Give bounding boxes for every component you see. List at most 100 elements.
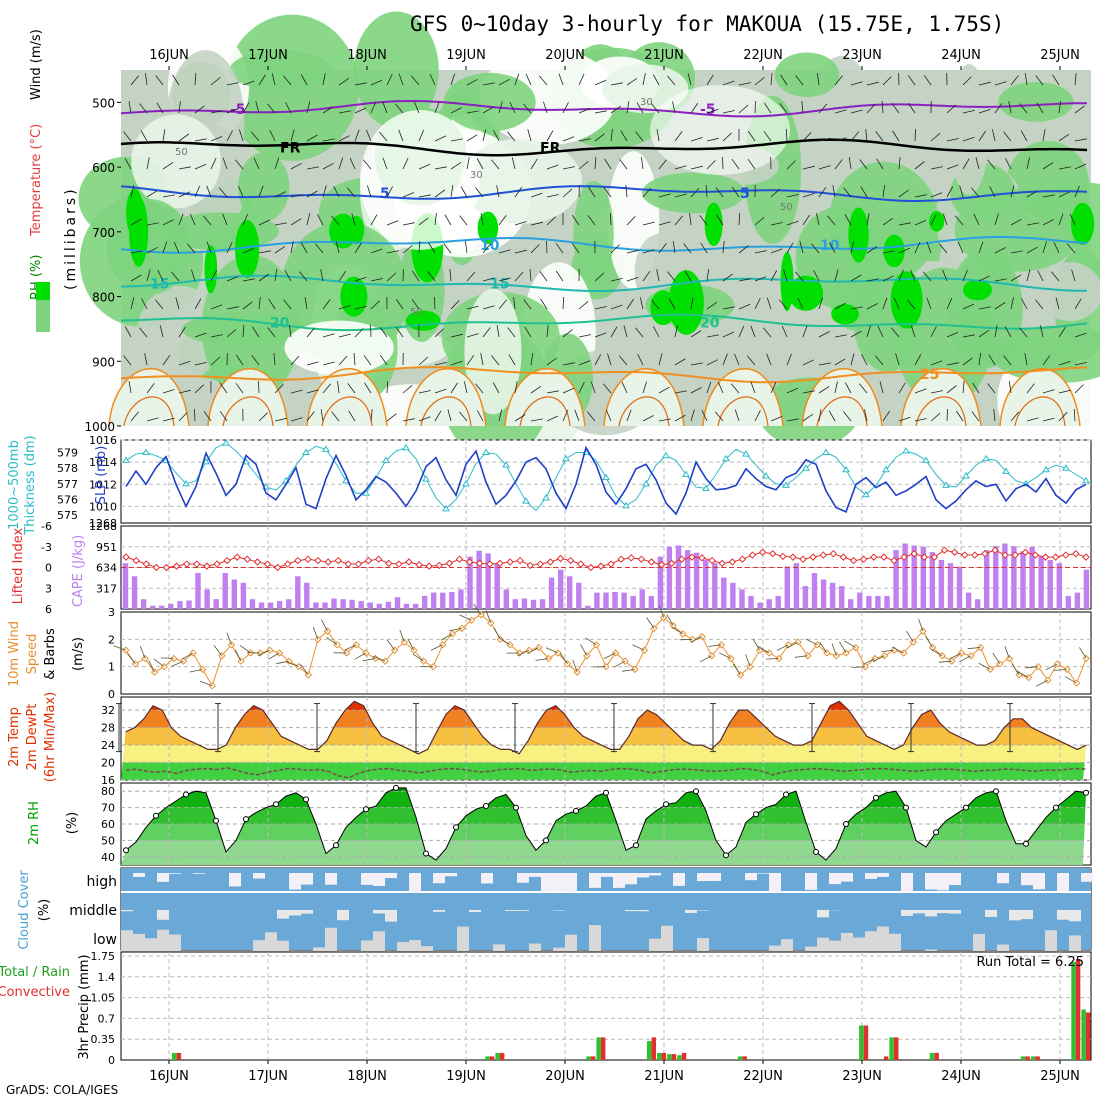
bottom-date-label: 22JUN <box>743 1069 783 1084</box>
cloud-high-gap <box>1081 873 1093 882</box>
cloud-high-gap <box>385 873 397 878</box>
rh-tick-label: 70 <box>101 802 115 815</box>
cape-bar <box>848 599 853 609</box>
cape-bar <box>141 599 146 609</box>
cape-bar <box>250 599 255 609</box>
cloud-high-gap <box>445 873 457 876</box>
cloud-high-gap <box>529 873 541 877</box>
cloud-high-gap <box>373 873 385 886</box>
cloud-high-gap <box>169 873 181 874</box>
rh-area <box>444 73 536 132</box>
cape-bar <box>1075 593 1080 609</box>
cloud-mid-gap <box>1057 910 1069 920</box>
rh-contour-label: 50 <box>780 202 793 213</box>
cape-bar <box>304 583 309 609</box>
precip-total-bar <box>889 1037 894 1060</box>
cloud-high-gap <box>301 873 313 885</box>
cape-bar <box>839 586 844 609</box>
ylabel-minmax: (6hr Min/Max) <box>43 692 58 782</box>
rh-saturated-area <box>963 280 992 301</box>
cloud-high-gap <box>541 873 553 892</box>
precip-run-total: Run Total = 6.25 <box>976 955 1084 970</box>
cape-bar <box>776 596 781 609</box>
cloud-high-gap <box>805 873 817 890</box>
precip-convective-bar <box>1076 959 1081 1060</box>
cloud-mid-gap <box>925 910 937 916</box>
ylabel-slp: SLP (mb) <box>94 446 109 505</box>
cloud-high-gap <box>361 873 373 885</box>
cape-bar <box>830 583 835 609</box>
cloud-high-gap <box>649 873 661 875</box>
top-date-label: 16JUN <box>149 48 189 63</box>
rh-point <box>754 812 759 817</box>
ylabel-wind: Wind (m/s) <box>29 29 44 100</box>
precip-tick-label: 1.4 <box>98 971 116 984</box>
rh-area <box>1038 262 1100 321</box>
precip-total-bar <box>859 1026 864 1061</box>
precip-total-bar <box>172 1053 177 1060</box>
cloud-mid-gap <box>121 910 133 911</box>
wind-tick-label: 0 <box>108 688 115 701</box>
rh-point <box>904 805 909 810</box>
rh-contour-label: 50 <box>410 307 423 318</box>
ylabel-cape: CAPE (J/kg) <box>71 535 86 607</box>
li-tick-label: -3 <box>41 541 52 554</box>
cape-bar <box>730 583 735 609</box>
ylabel-cloud: Cloud Cover <box>17 870 32 950</box>
cloud-high-gap <box>637 873 649 877</box>
cloud-level-low: low <box>93 932 117 948</box>
cape-bar <box>1066 596 1071 609</box>
ylabel-wind-units: (m/s) <box>71 637 86 671</box>
rh-point <box>154 813 159 818</box>
cloud-mid-gap <box>1009 910 1021 920</box>
ylabel-dewpt: 2m DewPt <box>25 704 40 771</box>
legend-total-rain: Total / Rain <box>0 965 70 980</box>
temp-tick-label: 28 <box>101 722 115 735</box>
cloud-mid-gap <box>337 910 349 920</box>
thickness-tick-label: 576 <box>57 494 78 507</box>
isotherm-label: FR <box>540 141 561 157</box>
isotherm-label: 10 <box>820 238 840 254</box>
cloud-level-high: high <box>86 874 117 890</box>
rh-saturated-area <box>348 216 364 244</box>
ylabel-thickness: 1000~500mb <box>7 440 22 530</box>
chart-title: GFS 0~10day 3-hourly for MAKOUA (15.75E,… <box>410 12 1004 36</box>
cloud-high-gap <box>157 873 169 882</box>
cape-bar <box>748 596 753 609</box>
rh-area <box>642 172 745 213</box>
cloud-mid-gap <box>373 910 385 913</box>
thickness-tick-label: 578 <box>57 462 78 475</box>
wind-barb <box>755 101 756 113</box>
precip-convective-bar <box>884 1056 889 1060</box>
rh-colorbar <box>36 300 50 332</box>
precip-convective-bar <box>682 1053 687 1060</box>
cape-bar <box>1057 563 1062 609</box>
rh-area <box>829 162 939 284</box>
ylabel-wind-units: (m/s) <box>71 637 86 671</box>
cloud-level-middle: middle <box>69 903 117 919</box>
wind-tick-label: 3 <box>108 606 115 619</box>
cape-bar <box>359 601 364 609</box>
rh-point <box>484 804 489 809</box>
cloud-high-gap <box>937 873 949 890</box>
precip-convective-bar <box>742 1056 747 1060</box>
ylabel-rh-units: (%) <box>65 812 80 835</box>
precip-convective-bar <box>894 1037 899 1060</box>
cloud-high-gap <box>325 873 337 885</box>
rh-point <box>724 853 729 858</box>
cape-bar <box>767 599 772 609</box>
li-tick-label: 3 <box>45 582 52 595</box>
rh-area <box>131 114 221 208</box>
rh-contour-label: 30 <box>470 170 483 181</box>
cloud-high-gap <box>1057 873 1069 891</box>
cape-bar <box>585 606 590 609</box>
cape-bar <box>1084 570 1089 609</box>
cloud-mid-gap <box>1069 910 1081 921</box>
cloud-high-gap <box>193 873 205 874</box>
cloud-high-gap <box>829 873 841 884</box>
bottom-date-label: 25JUN <box>1040 1069 1080 1084</box>
cape-bar <box>640 589 645 609</box>
rh-point <box>334 843 339 848</box>
ylabel-thickness-units: Thickness (dm) <box>23 435 38 535</box>
